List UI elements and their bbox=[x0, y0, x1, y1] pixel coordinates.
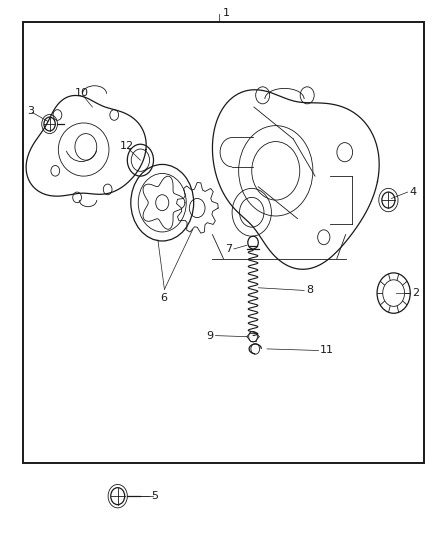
Text: 3: 3 bbox=[27, 106, 34, 116]
Text: 10: 10 bbox=[74, 88, 88, 98]
Text: 11: 11 bbox=[320, 345, 334, 356]
Text: 6: 6 bbox=[160, 293, 167, 303]
Text: 8: 8 bbox=[306, 286, 313, 295]
Text: 12: 12 bbox=[120, 141, 134, 151]
Text: 1: 1 bbox=[223, 9, 230, 19]
Text: 4: 4 bbox=[410, 187, 417, 197]
Text: 5: 5 bbox=[151, 491, 158, 501]
Text: 7: 7 bbox=[225, 244, 232, 254]
Text: 2: 2 bbox=[412, 288, 419, 298]
Bar bbox=[22, 22, 424, 463]
Text: 9: 9 bbox=[207, 330, 214, 341]
